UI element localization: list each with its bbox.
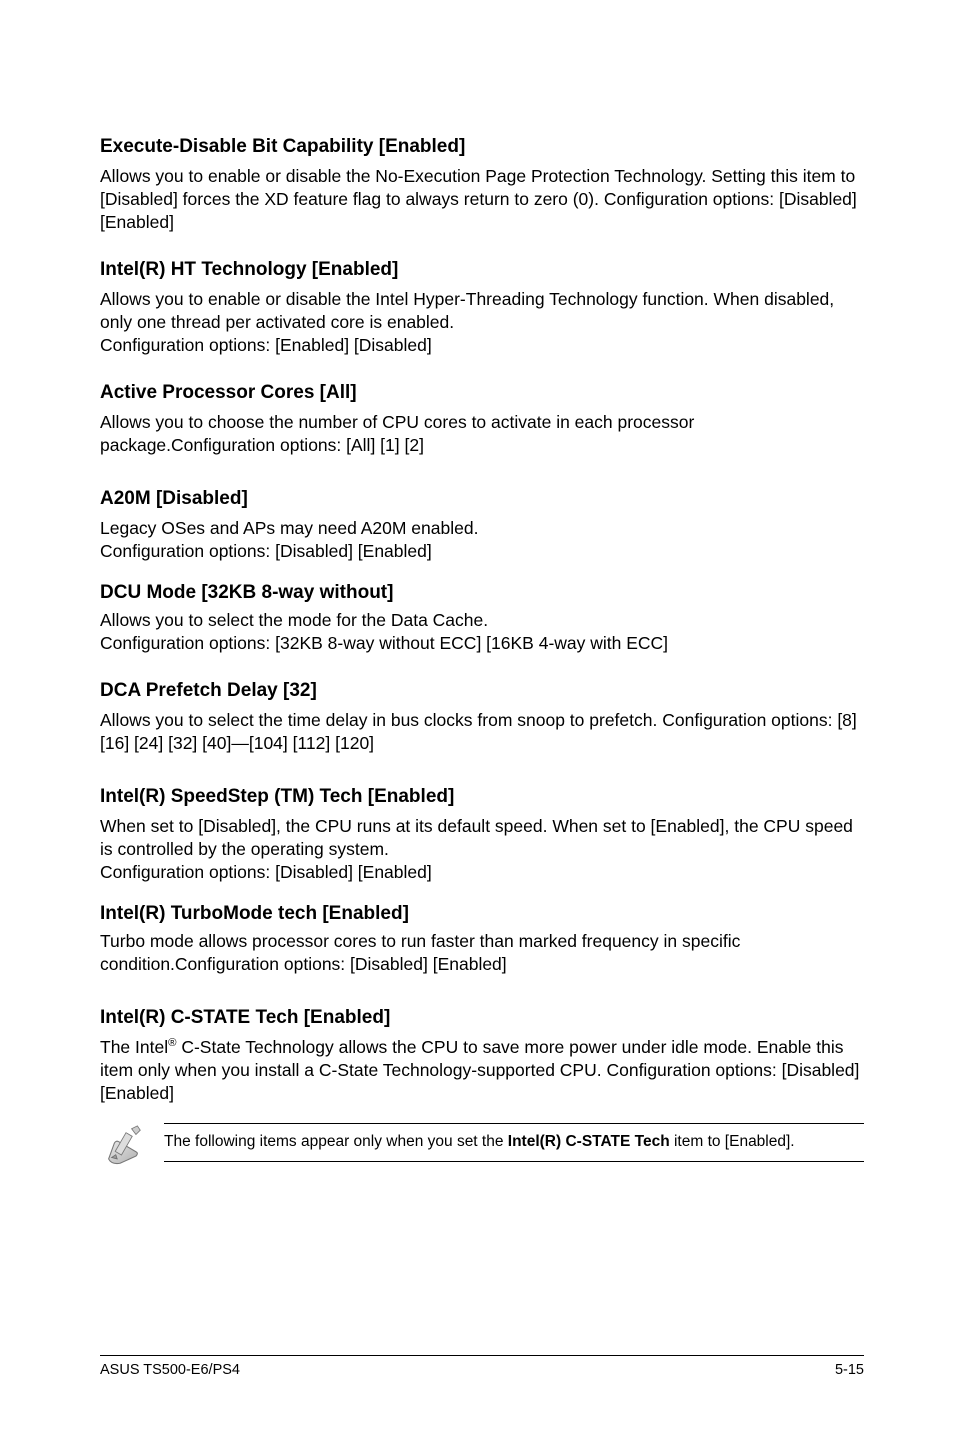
body-speedstep: When set to [Disabled], the CPU runs at … — [100, 815, 864, 884]
footer-right: 5-15 — [835, 1362, 864, 1378]
body-dcu-mode: Allows you to select the mode for the Da… — [100, 609, 864, 655]
note-bold: Intel(R) C-STATE Tech — [508, 1133, 670, 1150]
heading-speedstep: Intel(R) SpeedStep (TM) Tech [Enabled] — [100, 785, 864, 809]
footer-left: ASUS TS500-E6/PS4 — [100, 1362, 240, 1378]
heading-dcu-mode: DCU Mode [32KB 8-way without] — [100, 581, 864, 605]
body-active-cores: Allows you to choose the number of CPU c… — [100, 411, 864, 457]
body-cstate-post: C-State Technology allows the CPU to sav… — [100, 1037, 859, 1103]
heading-turbomode: Intel(R) TurboMode tech [Enabled] — [100, 902, 864, 926]
heading-dca-prefetch: DCA Prefetch Delay [32] — [100, 679, 864, 703]
note-text-wrap: The following items appear only when you… — [164, 1123, 864, 1162]
heading-cstate: Intel(R) C-STATE Tech [Enabled] — [100, 1006, 864, 1030]
note-pre: The following items appear only when you… — [164, 1133, 508, 1150]
body-cstate-pre: The Intel — [100, 1037, 168, 1057]
body-a20m: Legacy OSes and APs may need A20M enable… — [100, 517, 864, 563]
body-cstate: The Intel® C-State Technology allows the… — [100, 1036, 864, 1105]
body-dca-prefetch: Allows you to select the time delay in b… — [100, 709, 864, 755]
note-block: The following items appear only when you… — [100, 1123, 864, 1169]
pencil-icon — [100, 1123, 146, 1169]
note-post: item to [Enabled]. — [670, 1133, 795, 1150]
heading-execute-disable: Execute-Disable Bit Capability [Enabled] — [100, 135, 864, 159]
heading-active-cores: Active Processor Cores [All] — [100, 381, 864, 405]
heading-ht-tech: Intel(R) HT Technology [Enabled] — [100, 258, 864, 282]
note-text: The following items appear only when you… — [164, 1132, 864, 1153]
page-footer: ASUS TS500-E6/PS4 5-15 — [100, 1355, 864, 1378]
body-turbomode: Turbo mode allows processor cores to run… — [100, 930, 864, 976]
body-ht-tech: Allows you to enable or disable the Inte… — [100, 288, 864, 357]
heading-a20m: A20M [Disabled] — [100, 487, 864, 511]
body-execute-disable: Allows you to enable or disable the No-E… — [100, 165, 864, 234]
